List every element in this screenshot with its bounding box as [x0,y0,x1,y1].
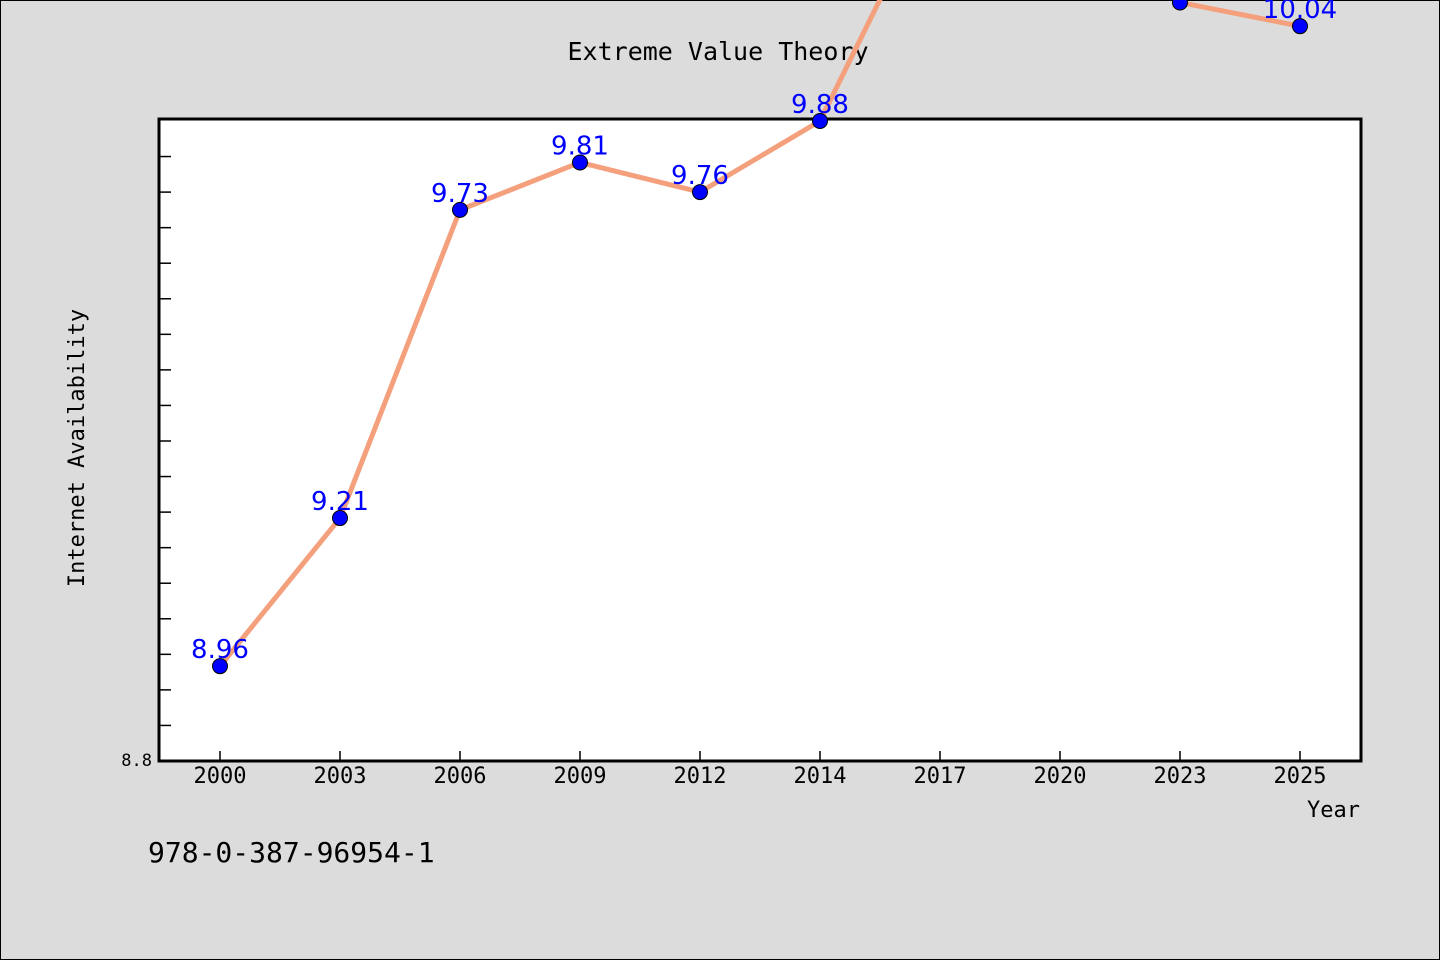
data-label: 9.21 [311,487,369,517]
data-label: 10.08 [1143,0,1217,1]
data-label: 9.73 [431,179,489,209]
data-label: 9.76 [671,161,729,191]
x-tick-label: 2009 [554,764,607,789]
data-label: 8.96 [191,635,249,665]
x-ticks [219,751,1301,761]
data-label: 9.88 [791,90,849,120]
data-point [1172,0,1188,11]
x-tick-label: 2017 [914,764,967,789]
data-point [812,112,828,129]
x-tick-label: 2000 [194,764,247,789]
data-point [212,658,228,675]
x-tick-labels: 2000 2003 2006 2009 2012 2014 2017 2020 2023 2025 [194,764,1327,789]
data-labels: 8.969.219.739.819.769.8810.2910.3210.081… [191,0,1337,665]
series-markers [212,0,1308,675]
footnote-isbn: 978-0-387-96954-1 [148,836,435,869]
series-line [217,0,1303,669]
x-tick-label: 2012 [674,764,727,789]
plot-area [157,117,1363,763]
data-point [1292,18,1308,35]
x-axis-label: Year [1307,798,1360,823]
data-label: 9.81 [551,131,609,161]
x-tick-label: 2014 [794,764,847,789]
data-label: 10.04 [1263,0,1337,25]
data-point [332,510,348,527]
chart-title: Extreme Value Theory [567,37,868,66]
x-tick-label: 2003 [314,764,367,789]
x-tick-label: 2023 [1154,764,1207,789]
x-tick-label: 2025 [1274,764,1327,789]
y-axis-label: Internet Availability [65,309,90,587]
x-tick-label: 2006 [434,764,487,789]
data-point [692,184,708,201]
y-minor-ticks [159,155,171,727]
data-point [452,201,468,218]
y-tick-label: 8.8 [121,751,152,771]
data-point [572,154,588,171]
x-tick-label: 2020 [1034,764,1087,789]
